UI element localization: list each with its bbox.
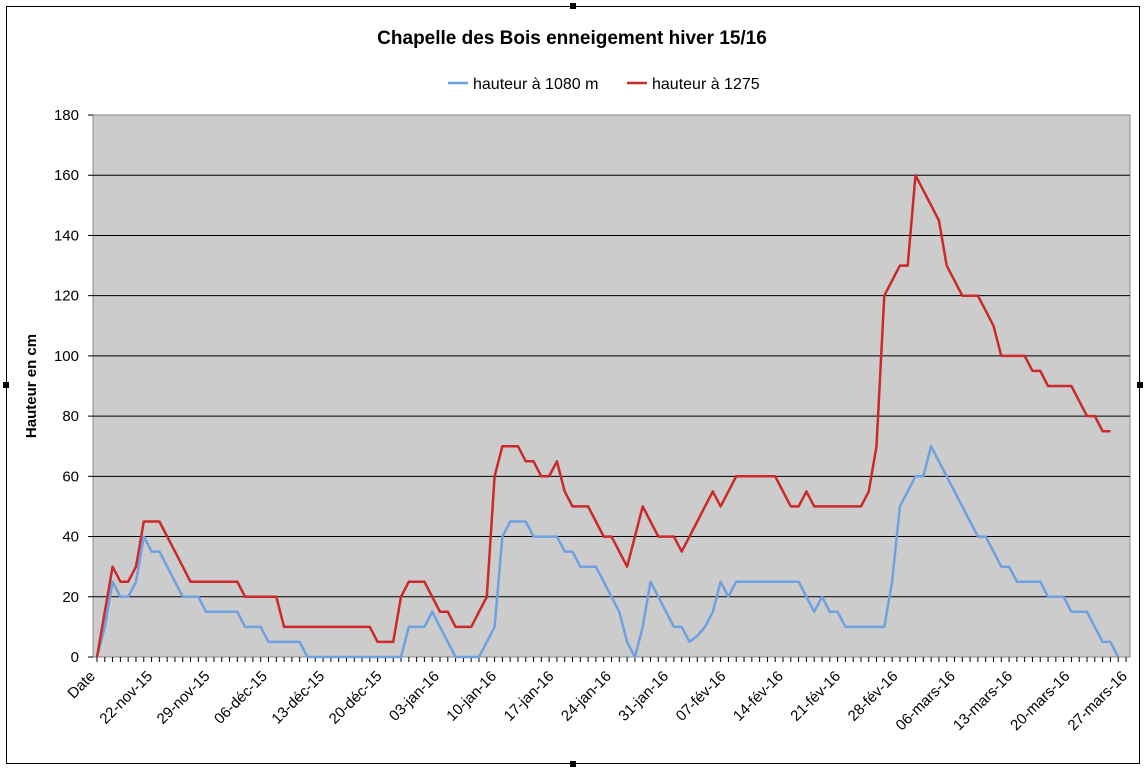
plot-area bbox=[92, 114, 1131, 658]
x-axis-start-label: Date bbox=[64, 668, 98, 702]
legend-label-1275: hauteur à 1275 bbox=[652, 76, 760, 93]
y-axis-ticks: 0 20 40 60 80 100 120 140 160 180 bbox=[54, 107, 93, 666]
x-tick-label: 06-déc-15 bbox=[211, 668, 271, 728]
legend-label-1080: hauteur à 1080 m bbox=[473, 76, 598, 93]
y-tick-label: 20 bbox=[62, 589, 79, 606]
resize-handle-right[interactable] bbox=[1137, 382, 1143, 388]
x-tick-label: 29-nov-15 bbox=[154, 668, 214, 728]
y-tick-label: 140 bbox=[54, 227, 79, 244]
x-tick-label: 07-fév-16 bbox=[673, 668, 730, 725]
x-tick-label: 22-nov-15 bbox=[96, 668, 156, 728]
x-tick-label: 03-jan-16 bbox=[386, 668, 443, 725]
y-tick-label: 80 bbox=[62, 408, 79, 425]
series-line-1080 bbox=[95, 444, 1120, 659]
y-tick-label: 180 bbox=[54, 107, 79, 124]
y-axis-label: Hauteur en cm bbox=[23, 334, 40, 438]
x-tick-label: 13-mars-16 bbox=[950, 668, 1016, 734]
legend: hauteur à 1080 m hauteur à 1275 bbox=[448, 76, 760, 93]
x-tick-label: 27-mars-16 bbox=[1065, 668, 1131, 734]
series-lines bbox=[95, 173, 1120, 659]
chart-title: Chapelle des Bois enneigement hiver 15/1… bbox=[377, 28, 767, 49]
resize-handle-top[interactable] bbox=[570, 3, 576, 9]
x-tick-label: 13-déc-15 bbox=[268, 668, 328, 728]
x-tick-label: 31-jan-16 bbox=[615, 668, 672, 725]
x-tick-label: 21-fév-16 bbox=[787, 668, 844, 725]
y-tick-label: 0 bbox=[71, 649, 79, 666]
x-tick-label: 14-fév-16 bbox=[730, 668, 787, 725]
x-tick-label: 28-fév-16 bbox=[845, 668, 902, 725]
series-line-1275 bbox=[95, 173, 1111, 658]
y-tick-label: 160 bbox=[54, 167, 79, 184]
grid-lines bbox=[93, 174, 1130, 598]
x-tick-label: 06-mars-16 bbox=[893, 668, 959, 734]
y-tick-label: 60 bbox=[62, 468, 79, 485]
x-axis-ticks: Date22-nov-1529-nov-1506-déc-1513-déc-15… bbox=[64, 657, 1131, 734]
x-tick-label: 20-déc-15 bbox=[326, 668, 386, 728]
y-tick-label: 100 bbox=[54, 348, 79, 365]
x-tick-label: 24-jan-16 bbox=[558, 668, 615, 725]
resize-handle-left[interactable] bbox=[3, 382, 9, 388]
resize-handle-bottom[interactable] bbox=[570, 761, 576, 767]
x-tick-label: 17-jan-16 bbox=[501, 668, 558, 725]
x-tick-label: 10-jan-16 bbox=[443, 668, 500, 725]
y-tick-label: 120 bbox=[54, 288, 79, 305]
y-tick-label: 40 bbox=[62, 529, 79, 546]
x-tick-label: 20-mars-16 bbox=[1007, 668, 1073, 734]
